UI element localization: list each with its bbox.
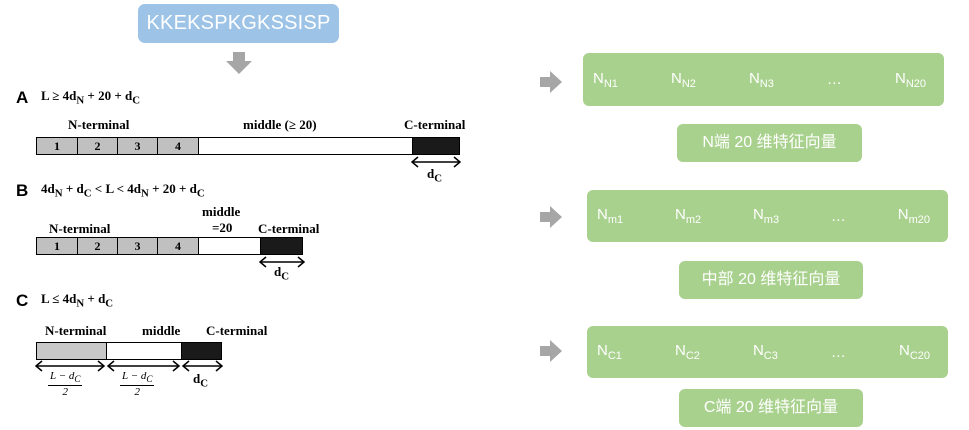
section-b-c-label: C-terminal (258, 221, 320, 236)
section-b-middle-label: middle (202, 204, 241, 219)
section-c-arrows-icon (34, 360, 224, 372)
middle-segment (199, 138, 413, 154)
fraction-denominator: 2 (134, 386, 140, 399)
segment-2: 2 (78, 138, 118, 154)
sequence-box: KKEKSPKGKSSISP (138, 4, 339, 43)
feature-c-3: NC3 (752, 342, 778, 362)
right-arrow-icon (540, 71, 562, 93)
c-terminal-segment (413, 138, 459, 154)
feature-c-2: NC2 (674, 342, 700, 362)
section-a-letter: A (16, 88, 29, 107)
section-c-condition: L ≤ 4dN + dC (41, 291, 114, 310)
caption-middle: 中部 20 维特征向量 (679, 261, 863, 299)
section-a-dc-label: dC (427, 166, 443, 185)
right-arrow-icon (540, 340, 562, 362)
section-c-n-fraction: L − dC 2 (48, 370, 83, 399)
fraction-numerator: L − d (122, 370, 147, 382)
feature-m-20: Nm20 (897, 206, 930, 226)
section-c-middle-label: middle (142, 323, 181, 338)
sequence-text: KKEKSPKGKSSISP (146, 12, 331, 34)
section-c-letter: C (16, 291, 29, 310)
section-b-middle-value: =20 (212, 220, 233, 235)
dc-arrow-icon (410, 156, 462, 168)
feature-m-2: Nm2 (674, 206, 702, 226)
segment-3: 3 (118, 238, 158, 254)
feature-c-1: NC1 (597, 342, 622, 362)
section-c-m-fraction: L − dC 2 (120, 370, 155, 399)
c-terminal-segment (261, 238, 302, 254)
feature-vector-c: NC1 NC2 NC3 … NC20 (587, 326, 948, 378)
down-arrow-icon (226, 52, 252, 74)
n-terminal-segment (37, 343, 107, 359)
feature-c-ellipsis: … (830, 343, 846, 361)
section-c-dc-label: dC (193, 371, 209, 390)
section-a-bar: 1 2 3 4 (36, 137, 460, 155)
section-a-middle-label: middle (≥ 20) (243, 117, 317, 132)
feature-n-2: NN2 (670, 69, 696, 90)
section-b-n-label: N-terminal (49, 221, 111, 236)
section-a-n-label: N-terminal (68, 117, 130, 132)
dc-arrow-icon (258, 256, 306, 268)
section-c-n-label: N-terminal (45, 323, 107, 338)
middle-segment (199, 238, 261, 254)
feature-n-1: NN1 (593, 69, 618, 90)
caption-n-terminal: N端 20 维特征向量 (677, 124, 862, 162)
segment-1: 1 (37, 238, 78, 254)
feature-vector-n: NN1 NN2 NN3 … NN20 (583, 53, 944, 106)
segment-2: 2 (78, 238, 118, 254)
segment-4: 4 (158, 238, 199, 254)
section-a-c-label: C-terminal (404, 117, 466, 132)
feature-n-3: NN3 (748, 69, 774, 90)
section-b-bar: 1 2 3 4 (36, 237, 303, 255)
feature-m-ellipsis: … (830, 207, 846, 225)
segment-3: 3 (118, 138, 158, 154)
feature-vector-m: Nm1 Nm2 Nm3 … Nm20 (587, 190, 948, 242)
feature-n-ellipsis: … (826, 71, 842, 88)
fraction-denominator: 2 (62, 386, 68, 399)
section-b-condition: 4dN + dC < L < 4dN + 20 + dC (41, 181, 205, 200)
feature-c-20: NC20 (898, 342, 930, 362)
section-b-dc-label: dC (274, 264, 290, 283)
section-a-condition: L ≥ 4dN + 20 + dC (41, 88, 141, 107)
segment-1: 1 (37, 138, 78, 154)
section-b-letter: B (16, 181, 29, 200)
caption-c-terminal: C端 20 维特征向量 (679, 389, 863, 427)
fraction-numerator: L − d (50, 370, 75, 382)
section-c-c-label: C-terminal (206, 323, 268, 338)
right-arrow-icon (540, 206, 562, 228)
feature-m-1: Nm1 (597, 206, 624, 226)
section-c-bar (36, 342, 222, 360)
c-terminal-segment (182, 343, 221, 359)
segment-4: 4 (158, 138, 199, 154)
middle-segment (107, 343, 182, 359)
feature-n-20: NN20 (894, 69, 926, 90)
feature-m-3: Nm3 (752, 206, 780, 226)
